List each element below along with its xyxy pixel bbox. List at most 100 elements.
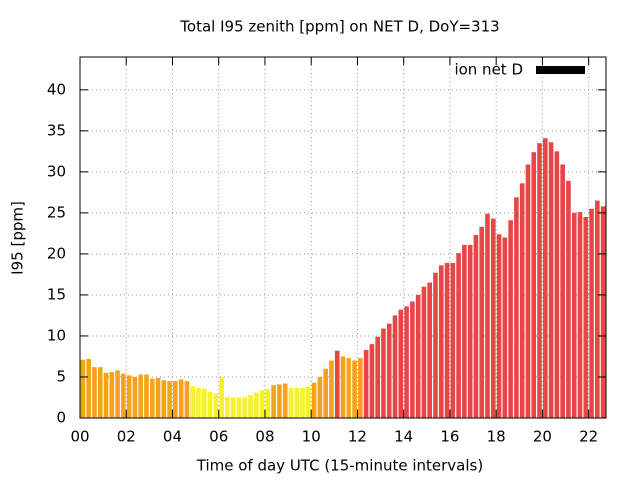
x-axis-label: Time of day UTC (15-minute intervals) — [196, 457, 483, 475]
bar — [560, 164, 565, 418]
bar — [161, 380, 167, 418]
bar — [548, 142, 554, 418]
bar — [519, 183, 525, 418]
bar — [404, 306, 409, 418]
bar — [138, 374, 144, 418]
bar — [502, 237, 508, 418]
bar — [508, 220, 513, 418]
bar — [554, 151, 560, 418]
bar — [583, 216, 589, 418]
bar — [277, 384, 282, 418]
bar — [537, 143, 542, 418]
bar — [444, 262, 450, 418]
bar — [421, 286, 427, 418]
bar — [410, 301, 415, 418]
bar — [323, 368, 328, 418]
grid — [79, 57, 606, 419]
bar — [381, 328, 386, 418]
bar — [207, 391, 213, 418]
bar — [271, 385, 276, 418]
bar — [86, 358, 91, 418]
bar — [196, 387, 201, 418]
bar — [589, 208, 594, 418]
bar — [467, 244, 473, 418]
bar — [259, 390, 265, 418]
bar — [334, 350, 340, 418]
bar — [392, 315, 398, 418]
bar — [607, 215, 612, 418]
bar — [190, 386, 196, 418]
bar — [178, 379, 184, 418]
bar — [438, 265, 444, 418]
bar — [433, 272, 438, 418]
bar — [542, 138, 548, 418]
bar — [456, 253, 461, 418]
bar — [155, 377, 161, 418]
y-tick-label: 10 — [47, 326, 66, 344]
bar — [121, 373, 126, 418]
bar — [144, 374, 149, 418]
x-tick-label: 22 — [579, 428, 598, 446]
bar — [398, 309, 404, 418]
bar — [103, 372, 109, 418]
x-tick-label: 04 — [163, 428, 182, 446]
bar — [473, 235, 479, 418]
bar — [496, 234, 502, 418]
bar — [294, 387, 300, 418]
bar — [219, 376, 224, 418]
bar — [450, 262, 456, 418]
x-tick-label: 10 — [302, 428, 321, 446]
y-tick-label: 40 — [47, 80, 66, 98]
y-tick-label: 35 — [47, 121, 66, 139]
bar — [490, 218, 496, 418]
y-tick-label: 25 — [47, 203, 66, 221]
bar — [173, 381, 178, 418]
bar — [311, 382, 317, 418]
bar — [126, 375, 132, 418]
x-tick-label: 08 — [255, 428, 274, 446]
x-tick-label: 02 — [117, 428, 136, 446]
y-tick-label: 15 — [47, 285, 66, 303]
bars — [80, 138, 612, 418]
bar — [306, 386, 311, 418]
bar — [369, 344, 375, 418]
bar — [485, 213, 490, 418]
bar — [97, 367, 103, 418]
bar — [525, 164, 531, 418]
bar — [167, 381, 172, 418]
bar — [375, 336, 380, 418]
bar — [253, 392, 259, 418]
chart-title: Total I95 zenith [ppm] on NET D, DoY=313 — [179, 18, 499, 36]
axes: 0 5 10 15 20 25 30 35 40 00 02 04 06 08 10 12 14 16 18 20 22 — [47, 57, 606, 446]
x-tick-label: 06 — [209, 428, 228, 446]
y-tick-label: 0 — [56, 409, 66, 427]
bar — [236, 397, 242, 418]
bar — [184, 381, 190, 418]
bar — [595, 200, 600, 418]
legend-key — [536, 66, 585, 74]
bar — [92, 367, 97, 418]
bar — [282, 383, 288, 418]
bar — [358, 358, 363, 418]
y-tick-label: 5 — [56, 367, 66, 385]
bar — [317, 376, 323, 418]
bar — [109, 372, 115, 418]
bar — [514, 197, 519, 418]
bar — [149, 378, 155, 418]
x-tick-label: 12 — [348, 428, 367, 446]
bar — [577, 212, 583, 418]
bar — [300, 387, 305, 418]
bar — [566, 180, 571, 418]
bar — [571, 212, 577, 418]
bar — [363, 349, 369, 418]
bar — [415, 294, 421, 418]
bar — [248, 395, 253, 418]
bar — [329, 360, 334, 418]
bar — [242, 397, 248, 418]
y-tick-label: 30 — [47, 162, 66, 180]
y-tick-label: 20 — [47, 244, 66, 262]
x-tick-label: 14 — [394, 428, 413, 446]
bar — [386, 323, 392, 418]
x-tick-label: 16 — [440, 428, 459, 446]
